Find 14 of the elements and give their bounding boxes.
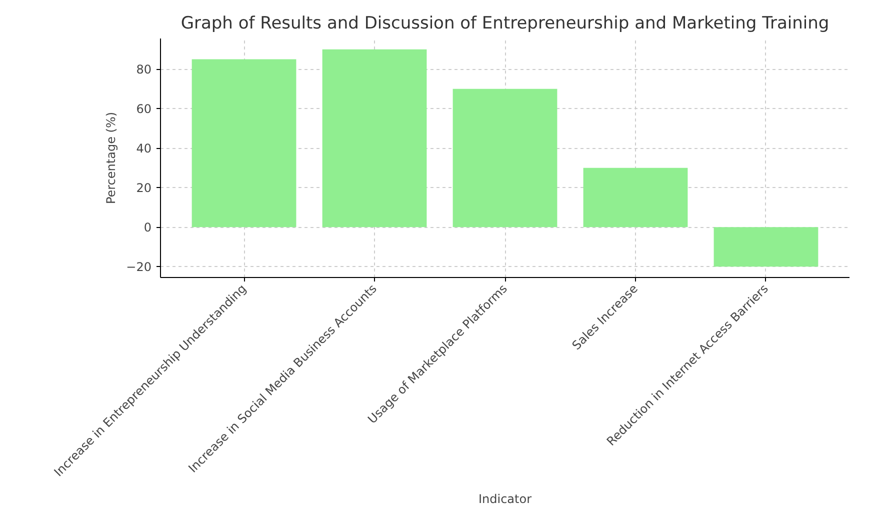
y-tick-label: 40: [136, 142, 152, 156]
bar: [452, 88, 558, 228]
bar: [583, 168, 688, 228]
y-axis-title: Percentage (%): [104, 112, 118, 204]
y-tick-label: 0: [144, 220, 152, 235]
chart-title: Graph of Results and Discussion of Entrepreneurship and Marketing Training: [180, 14, 830, 34]
y-tick-label: 60: [136, 102, 152, 116]
bar: [714, 227, 818, 267]
x-axis-title: Indicator: [478, 492, 532, 506]
y-tick-label: 80: [136, 62, 152, 77]
bar: [322, 49, 427, 228]
y-tick-label: −20: [126, 260, 152, 274]
bar: [192, 59, 296, 228]
y-tick-label: 20: [136, 181, 152, 196]
